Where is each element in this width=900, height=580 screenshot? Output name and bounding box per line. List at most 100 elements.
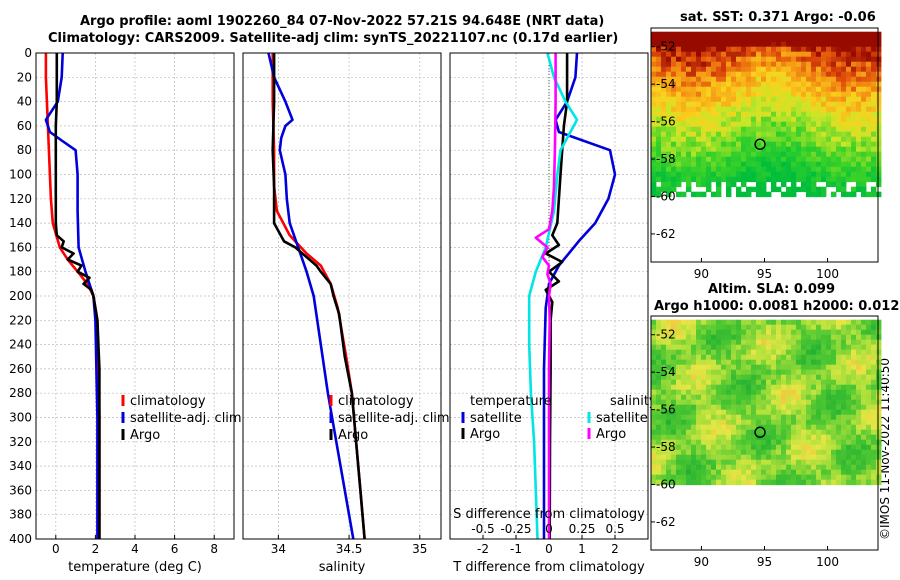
map-cell <box>856 354 862 361</box>
map-cell <box>851 116 857 123</box>
map-cell <box>781 459 787 466</box>
map-cell <box>716 349 722 356</box>
map-cell <box>726 344 732 351</box>
map-cell <box>861 374 867 381</box>
map-cell <box>696 111 702 118</box>
map-cell <box>716 354 722 361</box>
map-cell <box>781 439 787 446</box>
map-cell <box>861 419 867 426</box>
map-cell <box>671 186 677 193</box>
map-cell <box>836 429 842 436</box>
map-cell <box>851 171 857 178</box>
map-cell <box>711 176 717 183</box>
secondary-axis-label: S difference from climatology <box>453 507 645 522</box>
map-cell <box>731 384 737 391</box>
map-cell <box>791 394 797 401</box>
map-cell <box>826 349 832 356</box>
map-cell <box>706 344 712 351</box>
map-cell <box>761 449 767 456</box>
map-cell <box>701 191 707 198</box>
map-cell <box>686 339 692 346</box>
map-cell <box>671 91 677 98</box>
map-cell <box>741 131 747 138</box>
map-cell <box>756 359 762 366</box>
map-cell <box>701 444 707 451</box>
map-cell <box>806 121 812 128</box>
map-cell <box>821 136 827 143</box>
map-cell <box>686 131 692 138</box>
map-cell <box>721 369 727 376</box>
map-cell <box>711 434 717 441</box>
map-cell <box>831 344 837 351</box>
map-cell <box>761 181 767 188</box>
map-cell <box>801 131 807 138</box>
map-cell <box>856 474 862 481</box>
map-cell <box>861 354 867 361</box>
map-cell <box>861 36 867 43</box>
map-cell <box>756 71 762 78</box>
map-cell <box>696 469 702 476</box>
map-cell <box>726 41 732 48</box>
map-cell <box>756 429 762 436</box>
map-cell <box>731 56 737 63</box>
map-cell <box>826 136 832 143</box>
map-cell <box>801 171 807 178</box>
map-cell <box>751 384 757 391</box>
map-cell <box>771 359 777 366</box>
map-cell <box>841 449 847 456</box>
map-cell <box>656 424 662 431</box>
map-cell <box>716 409 722 416</box>
map-cell <box>736 369 742 376</box>
map-cell <box>791 66 797 73</box>
x-tick-label: 2 <box>611 542 619 556</box>
map-cell <box>836 161 842 168</box>
map-cell <box>771 444 777 451</box>
map-cell <box>736 126 742 133</box>
map-cell <box>666 31 672 38</box>
map-cell <box>786 161 792 168</box>
map-cell <box>816 121 822 128</box>
map-cell <box>876 384 882 391</box>
map-cell <box>871 439 877 446</box>
map-cell <box>841 424 847 431</box>
map-cell <box>681 429 687 436</box>
map-cell <box>686 136 692 143</box>
map-cell <box>731 106 737 113</box>
map-cell <box>851 151 857 158</box>
map-x-tick-label: 100 <box>816 555 839 569</box>
map-cell <box>876 434 882 441</box>
map-cell <box>791 479 797 486</box>
map-cell <box>651 454 657 461</box>
map-cell <box>711 334 717 341</box>
map-cell <box>836 151 842 158</box>
map-cell <box>831 339 837 346</box>
map-cell <box>871 329 877 336</box>
map-cell <box>701 379 707 386</box>
map-cell <box>851 176 857 183</box>
map-cell <box>721 131 727 138</box>
map-cell <box>851 61 857 68</box>
map-cell <box>671 449 677 456</box>
map-cell <box>801 51 807 58</box>
map-cell <box>676 171 682 178</box>
map-cell <box>826 459 832 466</box>
map-cell <box>766 359 772 366</box>
map-cell <box>691 71 697 78</box>
map-cell <box>751 439 757 446</box>
map-cell <box>871 51 877 58</box>
map-cell <box>651 459 657 466</box>
map-cell <box>801 389 807 396</box>
map-cell <box>726 419 732 426</box>
map-cell <box>796 324 802 331</box>
map-cell <box>841 479 847 486</box>
map-cell <box>696 151 702 158</box>
map-cell <box>741 409 747 416</box>
map-cell <box>751 101 757 108</box>
map-cell <box>746 464 752 471</box>
map-cell <box>806 339 812 346</box>
map-cell <box>776 469 782 476</box>
map-cell <box>751 76 757 83</box>
map-cell <box>701 81 707 88</box>
y-tick-label: 280 <box>9 386 32 400</box>
map-cell <box>876 136 882 143</box>
